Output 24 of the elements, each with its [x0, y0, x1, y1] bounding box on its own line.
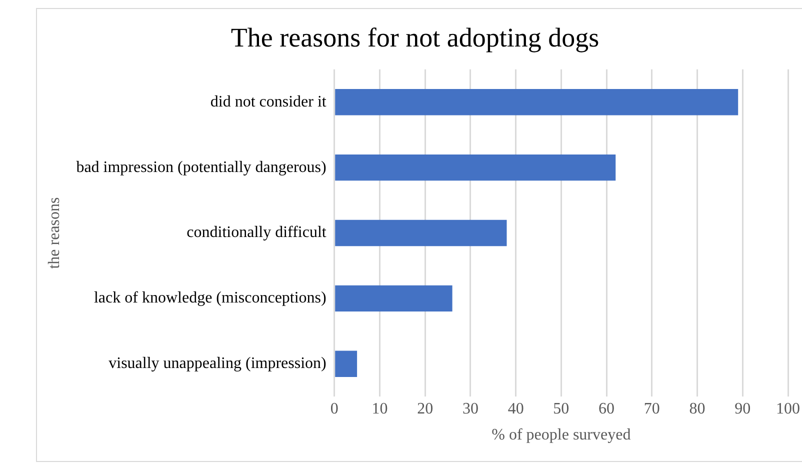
y-axis-title: the reasons [46, 197, 63, 269]
x-tick-label: 70 [644, 400, 660, 418]
x-tick-label: 60 [598, 400, 615, 418]
bar [335, 154, 616, 181]
bar [335, 350, 358, 377]
x-tick-label: 80 [689, 400, 706, 418]
y-tick-label: lack of knowledge (misconceptions) [94, 290, 326, 307]
chart-title: The reasons for not adopting dogs [230, 22, 600, 52]
x-tick-label: 30 [462, 400, 478, 418]
bar [335, 220, 507, 246]
y-tick-label: did not consider it [210, 93, 327, 110]
bar [335, 89, 738, 116]
y-tick-label: conditionally difficult [186, 224, 327, 242]
x-tick-label: 0 [330, 400, 338, 418]
x-tick-label: 100 [776, 400, 800, 418]
x-axis-title: % of people surveyed [492, 426, 631, 444]
y-tick-label: visually unappealing (impression) [108, 355, 326, 372]
x-tick-label: 90 [734, 400, 751, 418]
x-tick-label: 40 [508, 400, 524, 418]
x-tick-label: 20 [417, 400, 434, 418]
x-tick-label: 10 [372, 400, 388, 418]
y-tick-label: bad impression (potentially dangerous) [76, 158, 326, 176]
bar [335, 285, 452, 312]
x-tick-label: 50 [553, 400, 570, 418]
